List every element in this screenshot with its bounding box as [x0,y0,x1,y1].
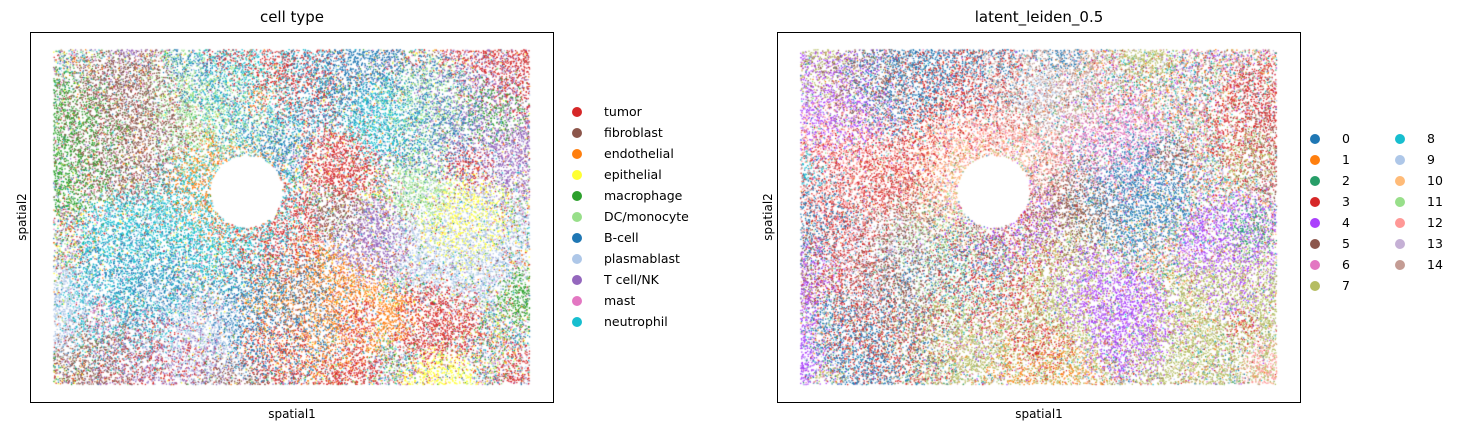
scatter-plot-latent-leiden [777,32,1301,403]
legend-label: endothelial [604,146,674,161]
legend-item: tumor [572,104,642,119]
legend-marker [572,106,582,117]
legend-item: endothelial [572,146,674,161]
legend-marker [1310,175,1320,186]
legend-label: B-cell [604,230,639,245]
legend-marker [1310,217,1320,228]
legend-label: DC/monocyte [604,209,689,224]
scatter-plot-cell-type [30,32,554,403]
legend-label: epithelial [604,167,662,182]
legend-marker [572,169,582,180]
y-axis-label-latent-leiden: spatial2 [761,193,775,241]
chart-title-latent-leiden: latent_leiden_0.5 [974,8,1104,26]
legend-label: macrophage [604,188,683,203]
y-axis-label-cell-type: spatial2 [15,193,29,241]
legend-marker [1395,196,1405,207]
legend-marker [572,190,582,201]
legend-marker [1310,280,1320,291]
legend-item: neutrophil [572,314,668,329]
legend-marker [572,148,582,159]
legend-marker [1395,154,1405,165]
legend-label: 13 [1427,236,1443,251]
legend-item: fibroblast [572,125,663,140]
legend-marker [1310,259,1320,270]
legend-item: B-cell [572,230,639,245]
legend-label: 8 [1427,131,1435,146]
legend-label: 9 [1427,152,1435,167]
legend-marker [572,232,582,243]
legend-label: 4 [1342,215,1350,230]
legend-marker [1395,238,1405,249]
legend-item: 12 [1395,215,1443,230]
legend-item: 9 [1395,152,1435,167]
legend-marker [572,295,582,306]
legend-label: T cell/NK [604,272,659,287]
legend-item: T cell/NK [572,272,659,287]
legend-label: mast [604,293,636,308]
legend-label: tumor [604,104,642,119]
legend-label: 6 [1342,257,1350,272]
legend-label: 12 [1427,215,1443,230]
scatter-points-cell-type [31,33,553,402]
legend-label: 14 [1427,257,1443,272]
chart-title-cell-type: cell type [259,8,325,26]
legend-label: 5 [1342,236,1350,251]
legend-item: 1 [1310,152,1350,167]
legend-label: fibroblast [604,125,663,140]
legend-marker [572,211,582,222]
legend-item: DC/monocyte [572,209,689,224]
legend-label: 1 [1342,152,1350,167]
x-axis-label-latent-leiden: spatial1 [1015,407,1063,421]
legend-marker [572,127,582,138]
legend-item: 2 [1310,173,1350,188]
legend-item: plasmablast [572,251,680,266]
x-axis-label-cell-type: spatial1 [268,407,316,421]
legend-label: 0 [1342,131,1350,146]
legend-item: 6 [1310,257,1350,272]
legend-item: 3 [1310,194,1350,209]
legend-marker [572,316,582,327]
legend-marker [1310,196,1320,207]
legend-item: 14 [1395,257,1443,272]
legend-item: 0 [1310,131,1350,146]
legend-item: 8 [1395,131,1435,146]
legend-marker [1395,217,1405,228]
legend-item: 13 [1395,236,1443,251]
legend-label: 11 [1427,194,1443,209]
legend-label: 10 [1427,173,1443,188]
legend-label: plasmablast [604,251,680,266]
legend-marker [1395,133,1405,144]
legend-marker [1310,154,1320,165]
legend-item: macrophage [572,188,682,203]
legend-marker [572,274,582,285]
legend-marker [1395,259,1405,270]
legend-marker [1310,133,1320,144]
legend-label: 3 [1342,194,1350,209]
legend-item: 7 [1310,278,1350,293]
legend-label: 7 [1342,278,1350,293]
legend-item: 4 [1310,215,1350,230]
legend-item: 11 [1395,194,1443,209]
legend-item: mast [572,293,635,308]
legend-label: 2 [1342,173,1350,188]
legend-item: 5 [1310,236,1350,251]
legend-item: epithelial [572,167,662,182]
legend-marker [1395,175,1405,186]
legend-item: 10 [1395,173,1443,188]
legend-label: neutrophil [604,314,668,329]
scatter-points-latent-leiden [778,33,1300,402]
legend-marker [1310,238,1320,249]
legend-marker [572,253,582,264]
